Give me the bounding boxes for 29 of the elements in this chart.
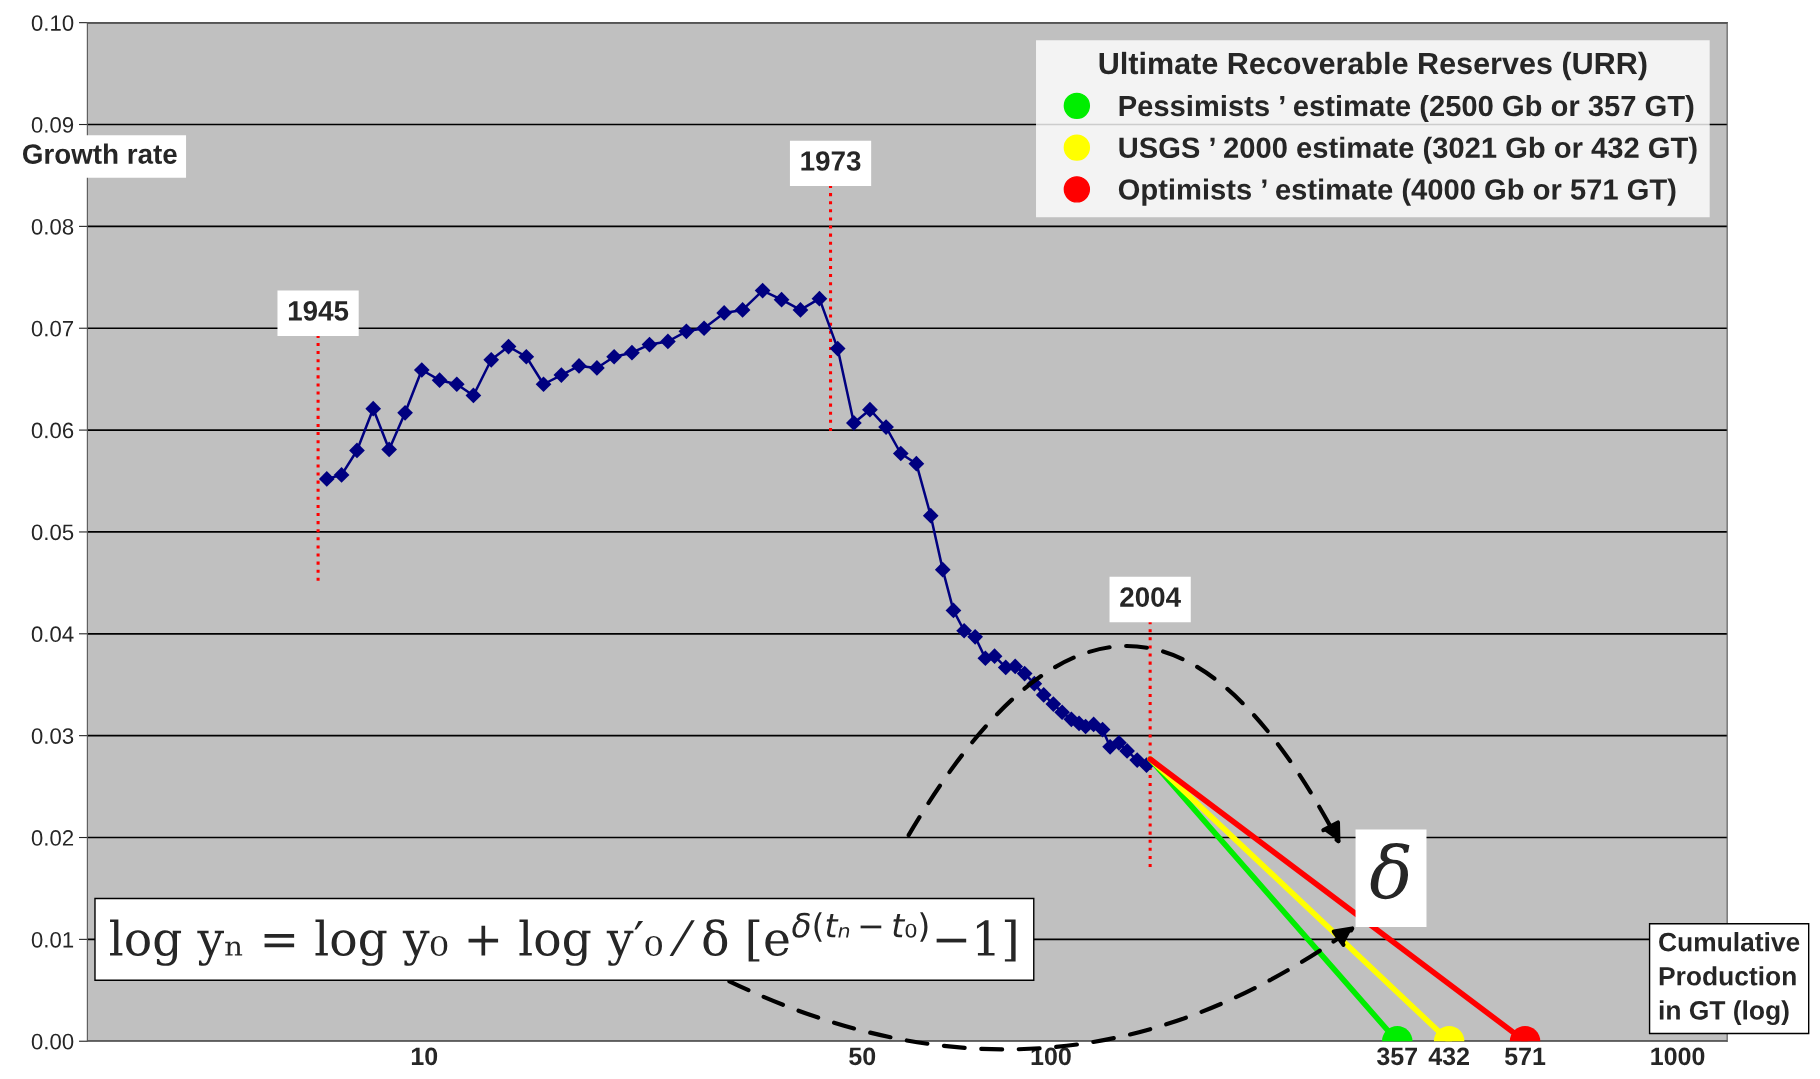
y-tick-label: 0.04 (31, 626, 74, 643)
annotation: δ (1370, 842, 1410, 900)
y-tick-label: 0.07 (31, 320, 74, 337)
y-tick-label: 0.10 (31, 15, 74, 31)
legend-title: Ultimate Recoverable Reserves (URR) (1099, 51, 1647, 81)
y-tick-label: 0.00 (31, 1033, 74, 1050)
y-tick-label: 0.02 (31, 830, 74, 846)
x-axis-title: Cumulative Production in GT (log) (1659, 932, 1800, 1026)
legend-label: Pessimists ’ estimate (2500 Gb or 357 GT) (1119, 94, 1694, 123)
y-axis-title: Growth rate (22, 143, 177, 164)
x-tick-label: 100 (1031, 1047, 1071, 1066)
x-tick-label: 10 (411, 1047, 438, 1066)
annotation: 1945 (288, 301, 349, 321)
x-tick-label: 1000 (1651, 1047, 1705, 1066)
annotation: 1973 (801, 151, 861, 171)
x-tick-label: 432 (1428, 1047, 1469, 1066)
y-tick-label: 0.05 (31, 524, 74, 541)
legend-label: Optimists ’ estimate (4000 Gb or 571 GT) (1118, 178, 1676, 206)
y-tick-label: 0.09 (31, 117, 74, 133)
y-tick-label: 0.01 (31, 931, 74, 948)
x-tick-label: 50 (849, 1047, 876, 1066)
y-tick-label: 0.03 (31, 728, 74, 744)
y-tick-label: 0.08 (31, 218, 74, 235)
x-tick-label: 357 (1376, 1047, 1417, 1066)
annotation: 2004 (1120, 587, 1181, 607)
x-tick-label: 571 (1504, 1047, 1546, 1066)
annotation: log yₙ = log y₀ + log y′₀ ⁄ δ [e$^{δ(tₙ−t₀)}$−1] (110, 912, 1016, 966)
legend-label: USGS ’ 2000 estimate (3021 Gb or 432 GT) (1119, 136, 1697, 164)
y-tick-label: 0.06 (31, 422, 74, 439)
